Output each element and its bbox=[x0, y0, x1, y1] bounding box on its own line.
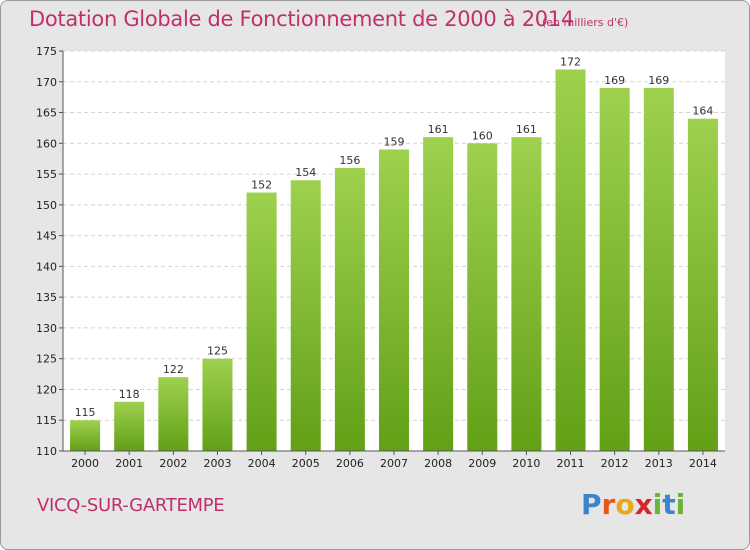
data-label-2005: 154 bbox=[295, 166, 316, 179]
logo-letter: x bbox=[634, 488, 653, 521]
bar-2011 bbox=[555, 69, 586, 451]
x-tick-label-2012: 2012 bbox=[601, 457, 629, 470]
bar-2007 bbox=[378, 149, 410, 451]
y-tick-label: 110 bbox=[36, 445, 57, 458]
bar-2005 bbox=[290, 180, 321, 451]
bar-2014 bbox=[687, 118, 718, 451]
bar-2001 bbox=[114, 401, 145, 451]
data-label-2007: 159 bbox=[384, 135, 405, 148]
x-tick-label-2008: 2008 bbox=[424, 457, 452, 470]
y-tick-label: 115 bbox=[36, 414, 57, 427]
data-label-2006: 156 bbox=[339, 154, 360, 167]
data-labels: 115 118 122 125 152 154 156 159 161 160 161 172 169 1… bbox=[75, 55, 714, 419]
y-tick-label: 160 bbox=[36, 137, 57, 150]
data-label-2003: 125 bbox=[207, 345, 228, 358]
logo-letter: t bbox=[662, 488, 676, 521]
y-tick-label: 155 bbox=[36, 168, 57, 181]
y-tick-label: 140 bbox=[36, 260, 57, 273]
y-tick-label: 175 bbox=[36, 45, 57, 58]
data-label-2008: 161 bbox=[428, 123, 449, 136]
commune-name: VICQ-SUR-GARTEMPE bbox=[37, 495, 225, 516]
x-tick-label-2009: 2009 bbox=[468, 457, 496, 470]
bar-2003 bbox=[202, 358, 233, 451]
x-tick-label-2004: 2004 bbox=[248, 457, 276, 470]
logo-letter: o bbox=[615, 488, 635, 521]
data-label-2011: 172 bbox=[560, 55, 581, 68]
bar-2010 bbox=[511, 137, 542, 451]
bar-2009 bbox=[467, 143, 498, 452]
y-tick-label: 135 bbox=[36, 291, 57, 304]
x-tick-label-2014: 2014 bbox=[689, 457, 717, 470]
proxiti-logo[interactable]: Proxiti bbox=[581, 488, 685, 521]
bar-2002 bbox=[158, 377, 189, 451]
logo-letter: r bbox=[601, 488, 616, 521]
bar-2004 bbox=[246, 192, 277, 452]
chart-title: Dotation Globale de Fonctionnement de 20… bbox=[29, 7, 574, 31]
bar-2000 bbox=[70, 420, 101, 451]
y-tick-label: 165 bbox=[36, 107, 57, 120]
x-tick-label-2003: 2003 bbox=[203, 457, 231, 470]
x-tick-label-2006: 2006 bbox=[336, 457, 364, 470]
logo-letter: P bbox=[581, 488, 602, 521]
data-label-2012: 169 bbox=[604, 74, 625, 87]
data-label-2000: 115 bbox=[75, 406, 96, 419]
chart-subtitle: (en milliers d'€) bbox=[542, 16, 629, 29]
data-label-2009: 160 bbox=[472, 129, 493, 142]
y-tick-label: 150 bbox=[36, 199, 57, 212]
bars bbox=[70, 69, 718, 452]
x-tick-label-2013: 2013 bbox=[645, 457, 673, 470]
data-label-2010: 161 bbox=[516, 123, 537, 136]
logo-letter: i bbox=[652, 488, 663, 521]
y-tick-label: 125 bbox=[36, 353, 57, 366]
x-tick-label-2010: 2010 bbox=[512, 457, 540, 470]
x-tick-label-2002: 2002 bbox=[159, 457, 187, 470]
x-tick-label-2005: 2005 bbox=[292, 457, 320, 470]
y-tick-label: 120 bbox=[36, 383, 57, 396]
y-tick-label: 130 bbox=[36, 322, 57, 335]
y-tick-label: 170 bbox=[36, 76, 57, 89]
data-label-2014: 164 bbox=[692, 105, 713, 118]
data-label-2002: 122 bbox=[163, 363, 184, 376]
x-tick-label-2011: 2011 bbox=[557, 457, 585, 470]
bar-2006 bbox=[334, 167, 365, 451]
x-tick-label-2000: 2000 bbox=[71, 457, 99, 470]
y-tick-label: 145 bbox=[36, 230, 57, 243]
data-label-2013: 169 bbox=[648, 74, 669, 87]
x-tick-label-2001: 2001 bbox=[115, 457, 143, 470]
data-label-2004: 152 bbox=[251, 179, 272, 192]
logo-letter: i bbox=[675, 488, 686, 521]
bar-2013 bbox=[643, 87, 674, 451]
x-tick-label-2007: 2007 bbox=[380, 457, 408, 470]
data-label-2001: 118 bbox=[119, 388, 140, 401]
y-axis-ticks: 110 115 120 125 130 135 140 145 150 155 160 165 170 1… bbox=[36, 45, 63, 458]
bar-2012 bbox=[599, 87, 630, 451]
bar-2008 bbox=[423, 137, 454, 451]
x-axis-ticks: 2000 2001 2002 2003 2004 2005 2006 2007 2008 2009… bbox=[71, 451, 717, 470]
